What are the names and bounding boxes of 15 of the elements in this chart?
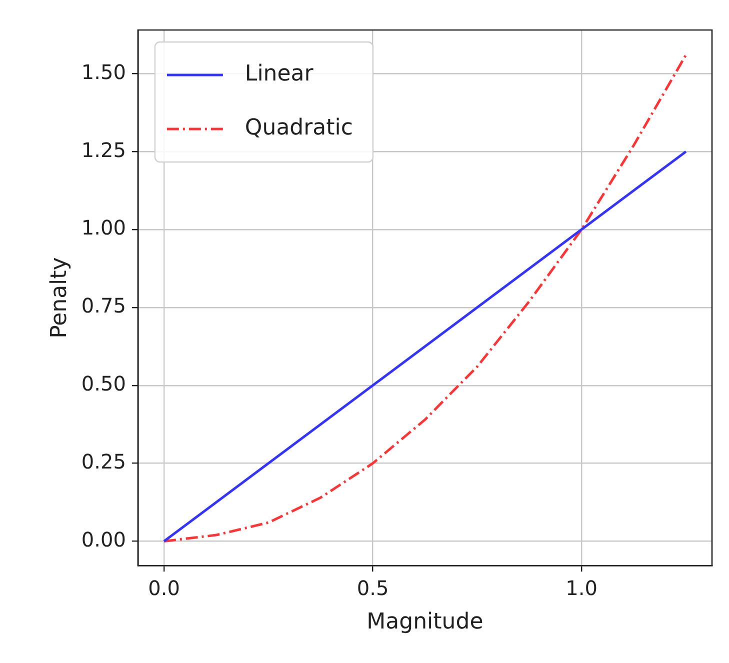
x-axis-title: Magnitude (366, 610, 484, 635)
y-tick-label: 0.00 (81, 527, 126, 552)
y-axis-title: Penalty (46, 257, 72, 338)
x-tick-label: 1.0 (566, 576, 598, 600)
legend-label: Linear (244, 62, 314, 87)
legend-label: Quadratic (244, 116, 354, 141)
y-tick-label: 0.25 (81, 450, 126, 474)
line-series (162, 54, 688, 543)
y-tick-label: 1.25 (81, 138, 126, 162)
y-tick-label: 0.75 (81, 294, 126, 318)
y-tick-label: 0.50 (81, 372, 126, 396)
y-tick-label: 1.50 (81, 60, 126, 84)
y-tick-label: 1.00 (81, 216, 126, 240)
x-tick-label: 0.5 (356, 576, 389, 600)
x-tick-label: 0.0 (148, 576, 180, 600)
